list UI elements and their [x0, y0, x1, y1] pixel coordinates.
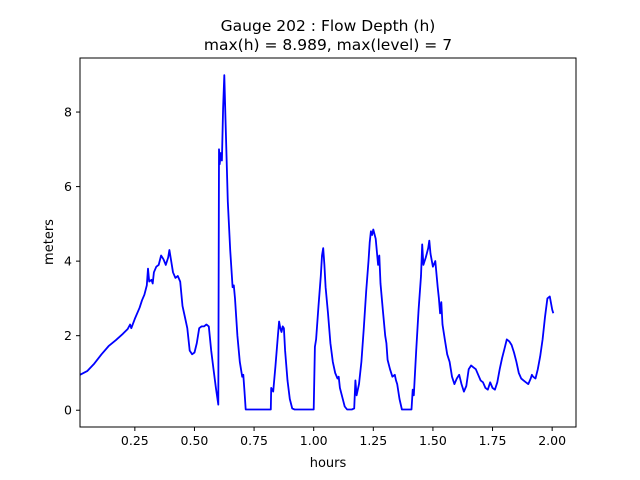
axes-frame: [79, 57, 577, 428]
x-tick-label: 1.75: [479, 433, 507, 448]
x-tick-label: 1.25: [359, 433, 387, 448]
plot-area: [79, 57, 577, 428]
x-tick-label: 0.50: [181, 433, 209, 448]
x-tick-label: 1.50: [419, 433, 447, 448]
x-tick-label: 1.00: [300, 433, 328, 448]
x-tick-label: 2.00: [538, 433, 566, 448]
chart-title-line1: Gauge 202 : Flow Depth (h): [221, 17, 436, 35]
x-axis-ticks: 0.25 0.50 0.75 1.00 1.25 1.50 1.75 2.00: [121, 427, 566, 448]
flow-depth-series-line: [79, 74, 555, 411]
x-axis-label: hours: [310, 456, 347, 471]
x-tick-label: 0.75: [240, 433, 268, 448]
y-axis-label: meters: [42, 219, 57, 265]
y-axis-ticks: 0 2 4 6 8: [64, 105, 80, 418]
x-tick-label: 0.25: [121, 433, 149, 448]
y-tick-label: 8: [64, 105, 72, 120]
y-tick-label: 2: [64, 328, 72, 343]
chart-title-line2: max(h) = 8.989, max(level) = 7: [204, 36, 452, 54]
y-tick-label: 6: [64, 179, 72, 194]
y-tick-label: 4: [64, 254, 72, 269]
y-tick-label: 0: [64, 403, 72, 418]
